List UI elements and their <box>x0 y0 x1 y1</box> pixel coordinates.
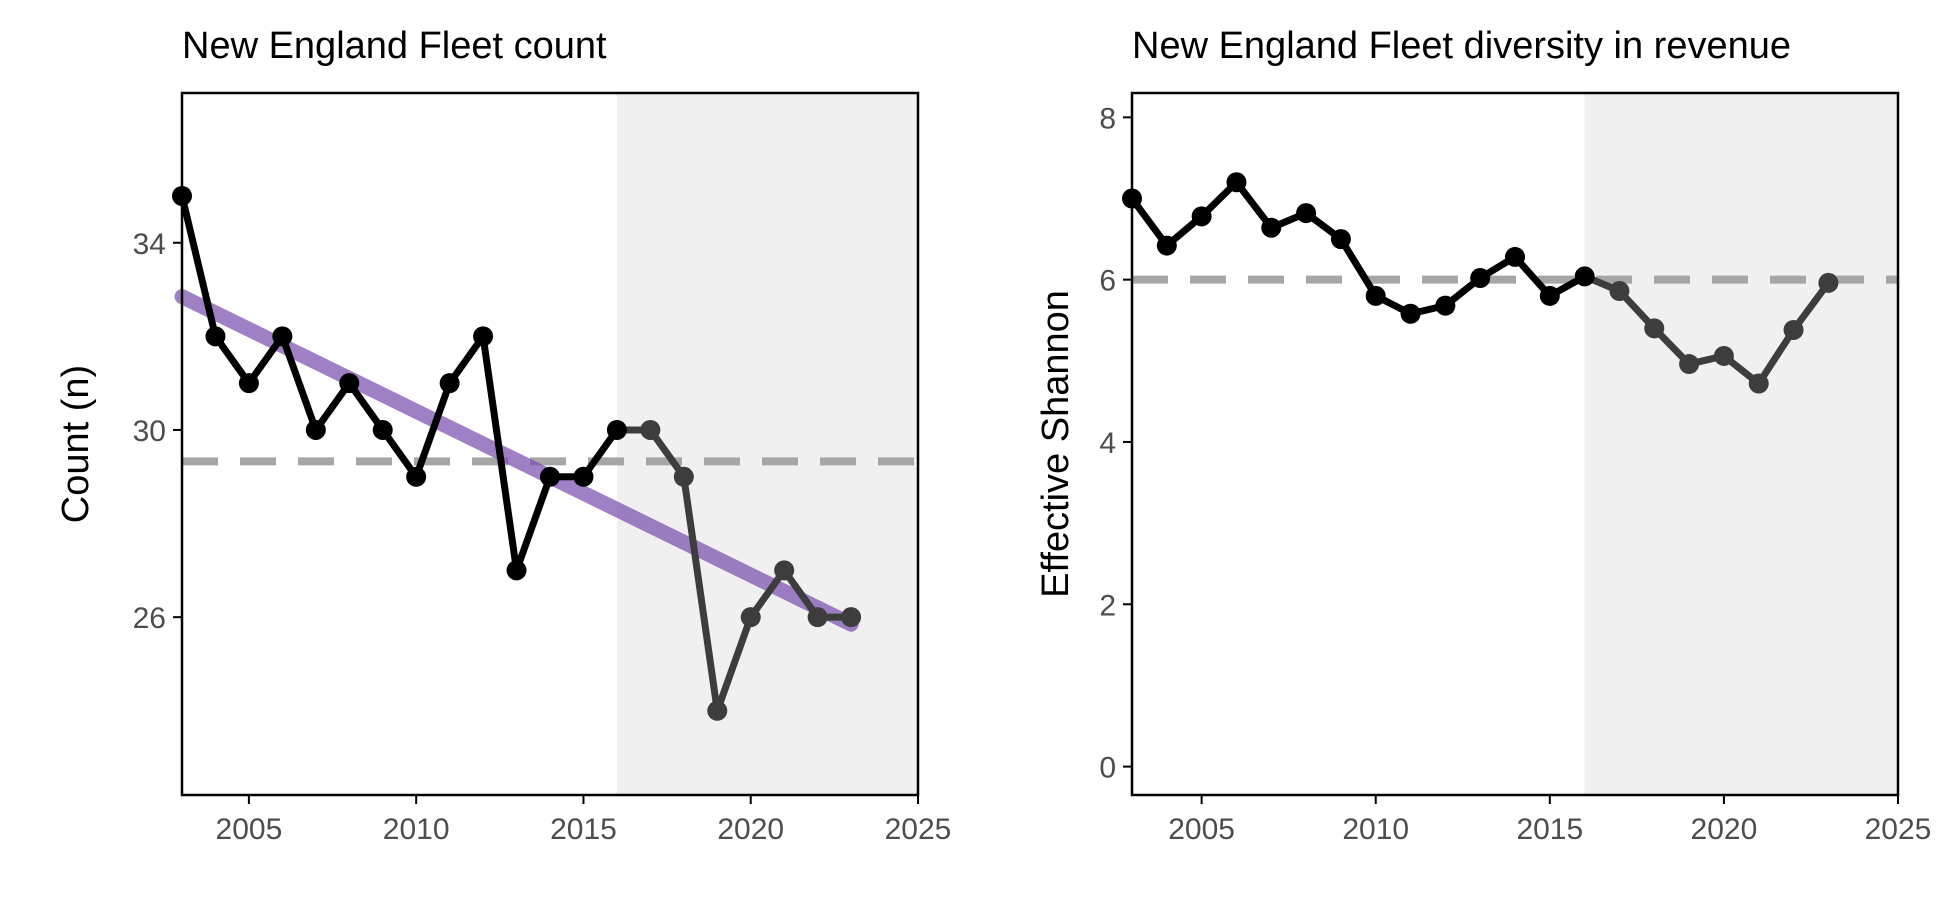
y-tick-label: 2 <box>1099 589 1116 622</box>
data-point <box>573 466 594 487</box>
chart-title: New England Fleet diversity in revenue <box>1132 25 1791 67</box>
x-tick-label: 2005 <box>1168 813 1235 846</box>
data-point <box>774 560 795 581</box>
data-point <box>1226 172 1247 193</box>
recent-period-shading <box>616 93 918 795</box>
data-point <box>1713 345 1734 366</box>
data-point <box>540 466 560 487</box>
x-tick-label: 2010 <box>1342 813 1409 846</box>
data-point <box>1609 281 1630 302</box>
y-tick-label: 0 <box>1099 752 1116 785</box>
y-axis-label: Count (n) <box>55 365 97 523</box>
chart-panel-1: New England Fleet count Count (n) 2005 2010… <box>55 25 951 846</box>
y-tick-label: 6 <box>1099 265 1116 298</box>
data-point <box>205 326 226 347</box>
series-line-segment <box>412 379 454 481</box>
data-point <box>1679 354 1700 375</box>
data-point <box>673 466 694 487</box>
data-point <box>1505 246 1525 267</box>
data-point <box>406 466 427 487</box>
y-tick-label: 26 <box>133 602 166 635</box>
data-point <box>506 560 527 581</box>
panel-border <box>180 91 920 797</box>
x-tick-label: 2025 <box>1865 813 1932 846</box>
data-point <box>1818 272 1839 293</box>
x-tick-label: 2020 <box>717 813 784 846</box>
data-point <box>640 419 661 440</box>
data-point <box>1539 285 1560 306</box>
data-point <box>606 419 627 440</box>
y-axis-label: Effective Shannon <box>1035 290 1077 598</box>
recent-period-shading <box>1584 93 1898 795</box>
data-point <box>238 373 259 394</box>
series-line-segment <box>680 473 721 715</box>
series-line-segment <box>278 332 320 434</box>
series-line-segment <box>178 192 219 340</box>
y-tick-label: 8 <box>1099 102 1116 135</box>
trend-line <box>174 289 859 632</box>
data-point <box>807 607 828 628</box>
series-line-segment <box>713 613 755 715</box>
data-point <box>1783 319 1804 340</box>
x-tick-label: 2025 <box>885 813 952 846</box>
data-point <box>473 326 494 347</box>
data-point <box>740 607 761 628</box>
data-point <box>1330 229 1351 250</box>
chart-title: New England Fleet count <box>182 25 607 67</box>
data-point <box>305 419 326 440</box>
data-point <box>1470 268 1491 289</box>
data-point <box>272 326 293 347</box>
chart-panel-2: New England Fleet diversity in revenue Ef… <box>1035 25 1931 846</box>
x-tick-label: 2015 <box>1516 813 1583 846</box>
series-line-segment <box>479 332 521 574</box>
data-point <box>707 700 728 721</box>
data-point <box>1644 318 1665 339</box>
data-point <box>1365 285 1386 306</box>
series-line-segment <box>1337 235 1380 300</box>
data-point <box>1574 266 1595 287</box>
y-tick-label: 34 <box>133 228 166 261</box>
data-point <box>1435 295 1456 316</box>
data-point <box>1748 373 1769 394</box>
data-point <box>841 607 862 628</box>
panel-border <box>1130 91 1900 797</box>
x-tick-label: 2015 <box>550 813 617 846</box>
data-point <box>1261 217 1282 238</box>
y-tick-label: 30 <box>133 415 166 448</box>
x-tick-label: 2005 <box>216 813 283 846</box>
data-point <box>372 419 393 440</box>
x-tick-label: 2020 <box>1691 813 1758 846</box>
data-point <box>339 373 360 394</box>
series-line-segment <box>1755 326 1798 388</box>
data-point <box>439 373 460 394</box>
data-point <box>1191 206 1212 227</box>
data-point <box>1156 235 1177 256</box>
data-point <box>1400 303 1421 324</box>
x-tick-label: 2010 <box>383 813 450 846</box>
series-line-segment <box>513 473 554 574</box>
y-tick-label: 4 <box>1099 427 1116 460</box>
data-point <box>1296 203 1317 224</box>
